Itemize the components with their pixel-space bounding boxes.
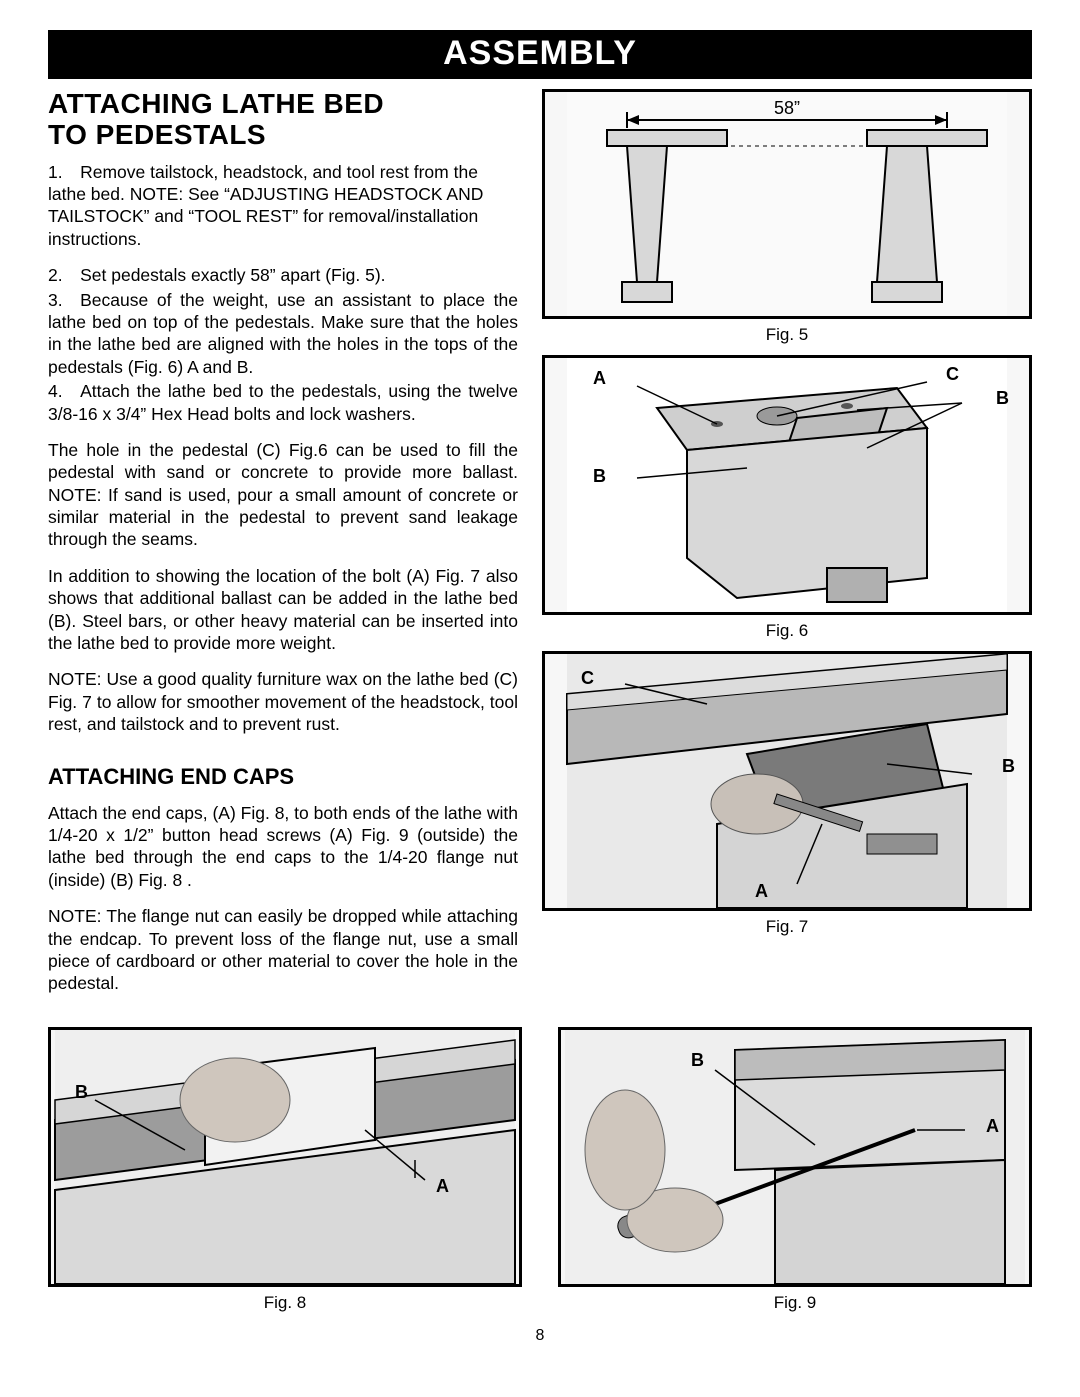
fig6-label-c: C	[946, 364, 959, 385]
figure-7: C B A	[542, 651, 1032, 911]
para-fig7-ballast: In addition to showing the location of t…	[48, 565, 518, 655]
fig5-dimension: 58”	[774, 98, 800, 119]
para-wax-note: NOTE: Use a good quality furniture wax o…	[48, 668, 518, 735]
fig6-caption: Fig. 6	[542, 621, 1032, 641]
fig9-caption: Fig. 9	[558, 1293, 1032, 1313]
fig8-label-b: B	[75, 1082, 88, 1103]
figure-column: 58” Fig. 5	[542, 89, 1032, 1009]
fig6-label-b2: B	[593, 466, 606, 487]
fig6-label-a: A	[593, 368, 606, 389]
fig6-label-b1: B	[996, 388, 1009, 409]
bottom-figure-row: B A Fig. 8 B	[48, 1027, 1032, 1323]
step-4: 4. Attach the lathe bed to the pedestals…	[48, 380, 518, 425]
step-3: 3. Because of the weight, use an assista…	[48, 289, 518, 379]
text-column: ATTACHING LATHE BED TO PEDESTALS 1. Remo…	[48, 89, 518, 1009]
fig7-label-a: A	[755, 881, 768, 902]
figure-8: B A	[48, 1027, 522, 1287]
page-number: 8	[48, 1327, 1032, 1345]
figure-9-wrap: B A Fig. 9	[558, 1027, 1032, 1323]
fig8-caption: Fig. 8	[48, 1293, 522, 1313]
para-ballast: The hole in the pedestal (C) Fig.6 can b…	[48, 439, 518, 551]
step-2: 2. Set pedestals exactly 58” apart (Fig.…	[48, 264, 518, 286]
fig8-svg	[51, 1030, 519, 1284]
figure-6: A C B B	[542, 355, 1032, 615]
fig5-svg	[545, 92, 1029, 316]
fig9-label-b: B	[691, 1050, 704, 1071]
fig7-svg	[545, 654, 1029, 908]
figure-8-wrap: B A Fig. 8	[48, 1027, 522, 1323]
fig8-label-a: A	[436, 1176, 449, 1197]
figure-9: B A	[558, 1027, 1032, 1287]
para-endcaps: Attach the end caps, (A) Fig. 8, to both…	[48, 802, 518, 892]
fig7-caption: Fig. 7	[542, 917, 1032, 937]
fig6-svg	[545, 358, 1029, 612]
assembly-banner: ASSEMBLY	[48, 30, 1032, 79]
figure-5: 58”	[542, 89, 1032, 319]
fig9-svg	[561, 1030, 1029, 1284]
fig5-caption: Fig. 5	[542, 325, 1032, 345]
heading-line1: ATTACHING LATHE BED	[48, 88, 384, 119]
two-column-layout: ATTACHING LATHE BED TO PEDESTALS 1. Remo…	[48, 89, 1032, 1009]
heading-line2: TO PEDESTALS	[48, 119, 266, 150]
para-flange-note: NOTE: The flange nut can easily be dropp…	[48, 905, 518, 995]
fig7-label-b: B	[1002, 756, 1015, 777]
fig7-label-c: C	[581, 668, 594, 689]
step-1: 1. Remove tailstock, headstock, and tool…	[48, 161, 518, 251]
fig9-label-a: A	[986, 1116, 999, 1137]
section1-heading: ATTACHING LATHE BED TO PEDESTALS	[48, 89, 518, 151]
section2-heading: ATTACHING END CAPS	[48, 764, 518, 790]
